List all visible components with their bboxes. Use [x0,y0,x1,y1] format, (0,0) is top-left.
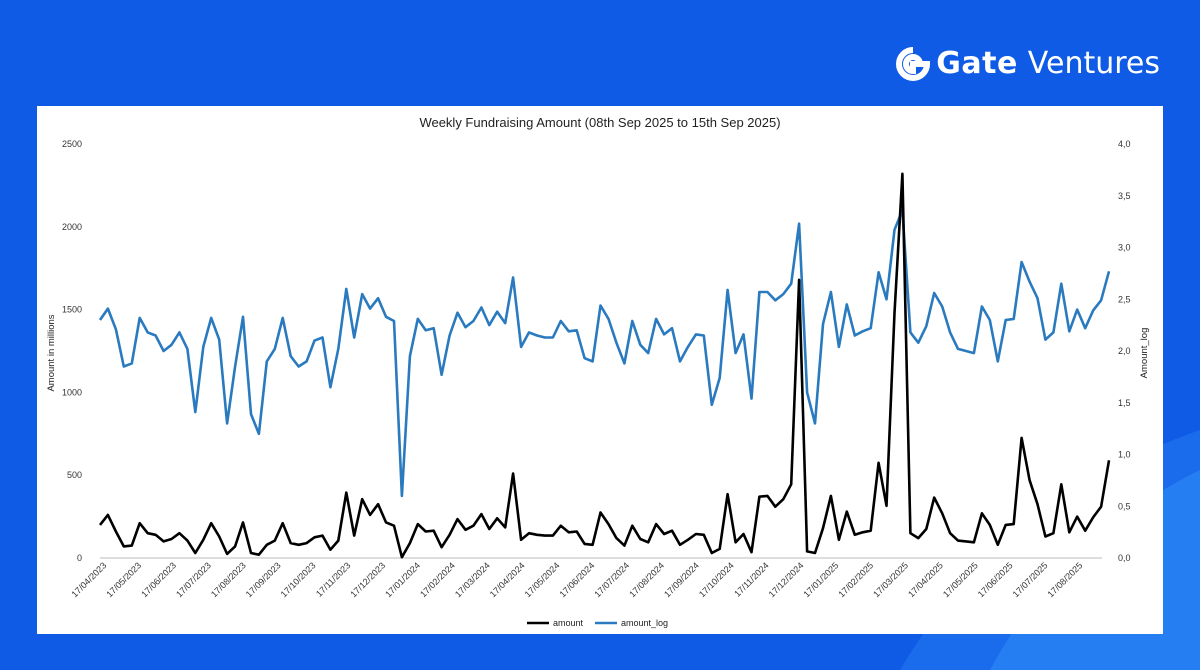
y-tick-label: 0 [77,553,82,563]
y2-tick-label: 2,5 [1118,294,1131,304]
x-tick-label: 17/10/2024 [697,560,736,599]
y-axis-ticks: 0 500 1000 1500 2000 2500 [62,139,82,563]
y2-tick-label: 3,0 [1118,243,1131,253]
x-tick-label: 17/05/2023 [104,560,143,599]
x-tick-label: 17/10/2023 [279,560,318,599]
x-tick-label: 17/05/2024 [523,560,562,599]
brand-name-light: Ventures [1027,46,1160,81]
y2-tick-label: 1,5 [1118,398,1131,408]
y-tick-label: 2500 [62,139,82,149]
y2-tick-label: 3,5 [1118,191,1131,201]
x-tick-label: 17/08/2023 [209,560,248,599]
y-tick-label: 1000 [62,387,82,397]
x-tick-label: 17/06/2024 [557,560,596,599]
y2-tick-label: 2,0 [1118,346,1131,356]
y2-axis-ticks: 0,0 0,5 1,0 1,5 2,0 2,5 3,0 3,5 4,0 [1118,139,1131,563]
series-group [98,172,1111,559]
x-tick-label: 17/01/2025 [801,560,840,599]
x-tick-label: 17/08/2024 [627,560,666,599]
x-tick-label: 17/02/2024 [418,560,457,599]
y-tick-label: 500 [67,470,82,480]
legend-label-amount: amount [553,618,584,628]
chart-title: Weekly Fundraising Amount (08th Sep 2025… [419,115,780,130]
y-tick-label: 2000 [62,222,82,232]
x-tick-label: 17/11/2023 [314,560,352,598]
y2-tick-label: 4,0 [1118,139,1131,149]
x-tick-label: 17/09/2023 [244,560,283,599]
y2-axis-label: Amount_log [1139,328,1150,379]
x-tick-label: 17/07/2024 [592,560,631,599]
x-tick-label: 17/01/2024 [383,560,422,599]
line-chart: Weekly Fundraising Amount (08th Sep 2025… [46,115,1150,628]
x-axis-ticks: 17/04/202317/05/202317/06/202317/07/2023… [69,560,1084,599]
x-tick-label: 17/06/2023 [139,560,178,599]
x-tick-label: 17/11/2024 [732,560,770,598]
x-tick-label: 17/09/2024 [662,560,701,599]
x-tick-label: 17/06/2025 [976,560,1015,599]
x-tick-label: 17/12/2023 [348,560,387,599]
x-tick-label: 17/02/2025 [836,560,875,599]
x-tick-label: 17/04/2025 [906,560,945,599]
x-tick-label: 17/07/2023 [174,560,213,599]
y-tick-label: 1500 [62,305,82,315]
x-tick-label: 17/03/2024 [453,560,492,599]
brand-logo: Gate Ventures [896,46,1160,81]
y2-tick-label: 0,5 [1118,501,1131,511]
x-tick-label: 17/04/2024 [488,560,527,599]
gate-logo-icon [896,46,931,81]
brand-name-bold: Gate [936,46,1018,81]
x-tick-label: 17/04/2023 [69,560,108,599]
x-tick-label: 17/03/2025 [871,560,910,599]
y2-tick-label: 0,0 [1118,553,1131,563]
series-line-amount [98,172,1111,559]
chart-panel: Weekly Fundraising Amount (08th Sep 2025… [37,106,1163,634]
x-tick-label: 17/05/2025 [941,560,980,599]
y2-tick-label: 1,0 [1118,450,1131,460]
legend-label-amount-log: amount_log [621,618,668,628]
x-tick-label: 17/08/2025 [1045,560,1084,599]
series-line-amount-log [98,208,1111,498]
legend: amount amount_log [527,618,668,628]
y-axis-label: Amount in millions [46,314,57,391]
x-tick-label: 17/12/2024 [767,560,806,599]
x-tick-label: 17/07/2025 [1011,560,1050,599]
